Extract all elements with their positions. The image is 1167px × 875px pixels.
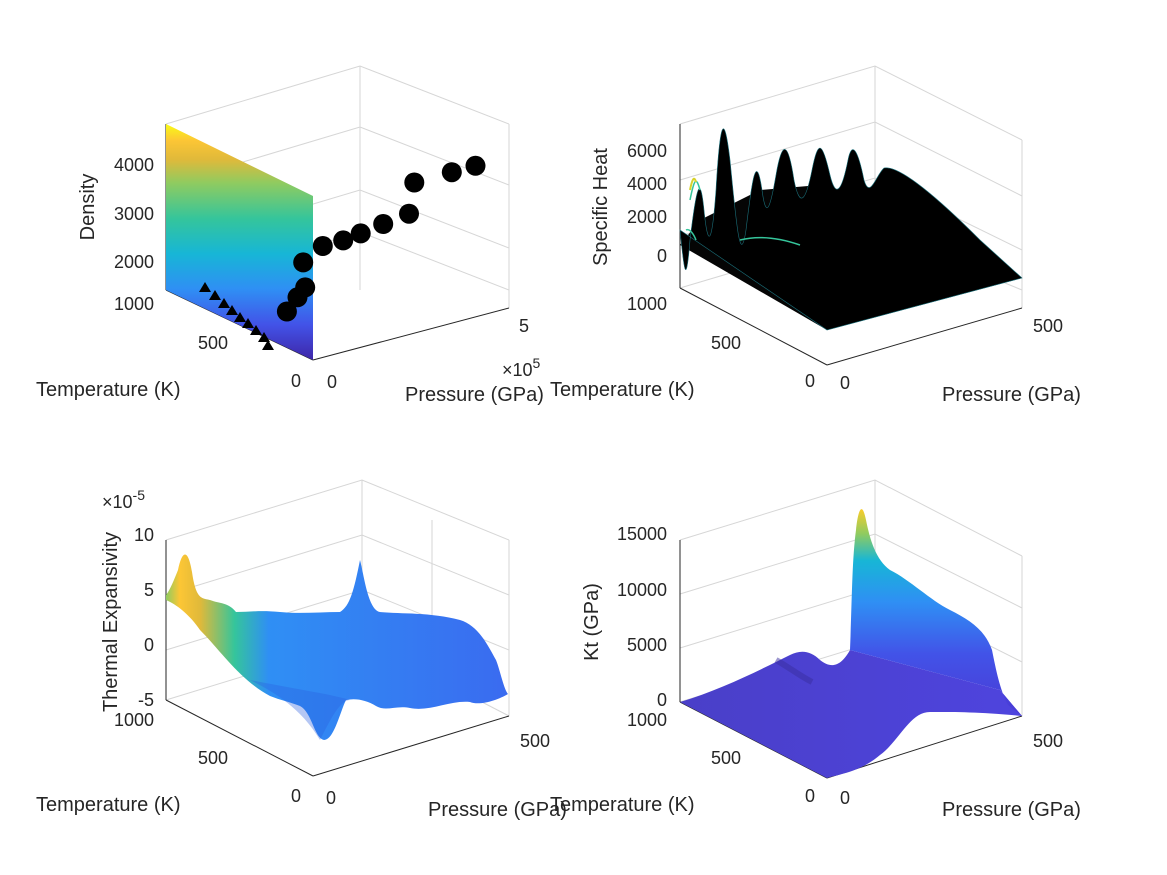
- y-axis-label: Temperature (K): [36, 379, 181, 401]
- z-tick: 10: [134, 525, 154, 545]
- z-tick: 4000: [114, 155, 154, 175]
- thermal-expansivity-axis-lines: [165, 540, 510, 777]
- z-axis-label: Density: [77, 174, 99, 241]
- z-tick: 10000: [617, 580, 667, 600]
- z-tick: 4000: [627, 174, 667, 194]
- surface-marker: [199, 282, 211, 292]
- surface-marker: [209, 290, 221, 300]
- kt-surface-base: [680, 650, 1022, 778]
- density-scatter: [199, 155, 486, 350]
- x-tick: 0: [840, 788, 850, 808]
- y-tick: 0: [291, 786, 301, 806]
- density-plot: 4000 3000 2000 1000 500 0 0 5 ×105 Densi…: [36, 65, 544, 406]
- y-tick: 500: [711, 333, 741, 353]
- surface-marker: [226, 305, 238, 315]
- scatter-point: [441, 162, 462, 183]
- y-tick: 1000: [114, 710, 154, 730]
- x-tick: 500: [1033, 731, 1063, 751]
- z-tick: 15000: [617, 524, 667, 544]
- x-tick: 500: [520, 731, 550, 751]
- kt-surface-ridge: [850, 509, 1022, 716]
- scatter-point: [404, 172, 425, 193]
- z-axis-label: Specific Heat: [590, 148, 612, 266]
- y-axis-label: Temperature (K): [36, 794, 181, 816]
- z-axis-label: Thermal Expansivity: [100, 532, 122, 712]
- y-tick: 0: [805, 371, 815, 391]
- y-tick: 500: [198, 748, 228, 768]
- density-ticks: 4000 3000 2000 1000 500 0 0 5 ×105: [114, 155, 541, 392]
- x-axis-label: Pressure (GPa): [428, 799, 567, 821]
- density-surface: [166, 124, 313, 360]
- z-axis-label: Kt (GPa): [581, 583, 603, 661]
- surface-marker: [262, 340, 274, 350]
- scatter-point: [373, 214, 394, 234]
- x-tick: 5: [519, 316, 529, 336]
- kt-ticks: 15000 10000 5000 0 1000 500 0 0 500: [617, 524, 1063, 808]
- thermal-expansivity-surface: [166, 554, 508, 740]
- x-tick: 0: [326, 788, 336, 808]
- surface-marker: [258, 332, 270, 342]
- specific-heat-yellow-edge: [689, 177, 697, 191]
- scatter-point: [312, 236, 333, 256]
- x-axis-label: Pressure (GPa): [942, 799, 1081, 821]
- x-axis-label: Pressure (GPa): [942, 384, 1081, 406]
- y-tick: 500: [198, 333, 228, 353]
- y-tick: 0: [291, 371, 301, 391]
- surface-marker: [242, 318, 254, 328]
- y-axis-label: Temperature (K): [550, 794, 695, 816]
- y-tick: 0: [805, 786, 815, 806]
- thermal-expansivity-plot: 10 5 0 -5 1000 500 0 0 500 ×10-5 Thermal…: [36, 479, 567, 821]
- kt-plot: 15000 10000 5000 0 1000 500 0 0 500 Kt (…: [550, 479, 1081, 821]
- thermal-expansivity-shading: [250, 680, 350, 740]
- specific-heat-ticks: 6000 4000 2000 0 1000 500 0 0 500: [627, 141, 1063, 393]
- scatter-point: [333, 230, 354, 251]
- thermal-expansivity-ticks: 10 5 0 -5 1000 500 0 0 500 ×10-5: [102, 487, 550, 808]
- x-tick: 500: [1033, 316, 1063, 336]
- z-tick: -5: [138, 690, 154, 710]
- z-tick: 2000: [114, 252, 154, 272]
- z-tick: 3000: [114, 204, 154, 224]
- z-tick: 2000: [627, 207, 667, 227]
- z-exponent: ×10-5: [102, 487, 145, 512]
- kt-surface-band: [774, 657, 814, 685]
- y-tick: 1000: [627, 294, 667, 314]
- surface-marker: [234, 312, 246, 322]
- scatter-point: [399, 203, 419, 224]
- z-tick: 6000: [627, 141, 667, 161]
- scatter-point: [465, 155, 486, 176]
- x-exponent: ×105: [502, 355, 541, 380]
- z-tick: 5000: [627, 635, 667, 655]
- z-tick: 0: [657, 246, 667, 266]
- x-tick: 0: [840, 373, 850, 393]
- y-tick: 500: [711, 748, 741, 768]
- scatter-point: [276, 301, 297, 322]
- z-tick: 0: [144, 635, 154, 655]
- z-tick: 5: [144, 580, 154, 600]
- surface-marker: [250, 325, 262, 335]
- surface-marker: [218, 298, 230, 308]
- scatter-point: [350, 223, 371, 244]
- y-tick: 1000: [627, 710, 667, 730]
- x-axis-label: Pressure (GPa): [405, 384, 544, 406]
- specific-heat-surface: [679, 128, 1023, 331]
- z-tick: 0: [657, 690, 667, 710]
- y-axis-label: Temperature (K): [550, 379, 695, 401]
- specific-heat-plot: 6000 4000 2000 0 1000 500 0 0 500 Specif…: [550, 65, 1081, 406]
- scatter-point: [293, 252, 314, 273]
- specific-heat-axis-lines: [679, 124, 1023, 366]
- x-tick: 0: [327, 372, 337, 392]
- scatter-point: [295, 277, 316, 298]
- z-tick: 1000: [114, 294, 154, 314]
